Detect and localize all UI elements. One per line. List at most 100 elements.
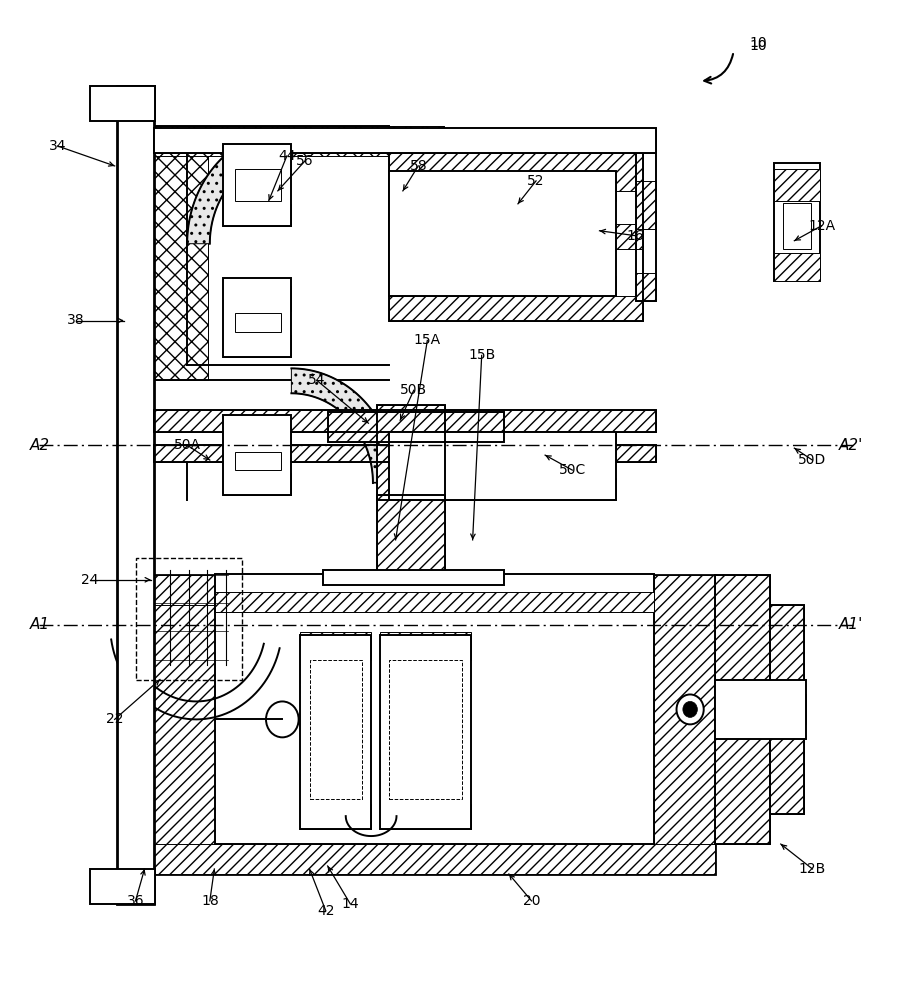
Bar: [301, 635, 371, 829]
Text: 12A: 12A: [808, 219, 835, 233]
Text: 38: 38: [67, 314, 85, 328]
Bar: [154, 445, 655, 462]
Bar: [224, 278, 292, 357]
Bar: [215, 592, 654, 612]
Circle shape: [266, 701, 299, 737]
Bar: [654, 575, 715, 874]
Text: 18: 18: [201, 894, 219, 908]
Text: 58: 58: [409, 159, 427, 173]
Bar: [380, 635, 471, 829]
Bar: [154, 844, 715, 874]
Text: 15B: 15B: [468, 348, 495, 362]
Bar: [389, 478, 615, 500]
Bar: [224, 204, 292, 226]
Bar: [774, 253, 820, 281]
Bar: [224, 473, 292, 495]
Text: 56: 56: [296, 154, 314, 168]
Bar: [389, 153, 643, 191]
Text: 44: 44: [278, 149, 295, 163]
Bar: [224, 144, 292, 226]
Bar: [154, 126, 208, 380]
Bar: [389, 276, 615, 296]
Bar: [377, 405, 445, 500]
Bar: [301, 632, 371, 660]
Bar: [770, 605, 804, 814]
Bar: [154, 445, 655, 462]
Text: 10: 10: [749, 39, 767, 53]
Bar: [784, 203, 811, 249]
Bar: [224, 144, 292, 171]
Bar: [635, 181, 655, 229]
Text: 54: 54: [308, 373, 325, 387]
Bar: [323, 577, 504, 585]
Bar: [117, 86, 154, 904]
Text: 24: 24: [82, 573, 99, 587]
Text: 12B: 12B: [799, 862, 826, 876]
Bar: [154, 410, 655, 432]
Bar: [377, 495, 445, 580]
Text: 22: 22: [106, 712, 124, 726]
Bar: [154, 575, 715, 874]
Bar: [380, 632, 471, 660]
Polygon shape: [187, 129, 292, 244]
Bar: [715, 575, 770, 844]
Bar: [715, 694, 806, 724]
Bar: [215, 605, 654, 844]
Bar: [377, 405, 445, 500]
Text: 50A: 50A: [174, 438, 201, 452]
Bar: [389, 179, 615, 201]
Bar: [327, 412, 504, 442]
Bar: [389, 126, 444, 211]
Text: A2': A2': [839, 438, 864, 453]
Bar: [224, 415, 292, 495]
Bar: [327, 412, 504, 442]
Bar: [774, 169, 820, 201]
Bar: [301, 804, 371, 829]
Text: 52: 52: [527, 174, 544, 188]
Text: 50B: 50B: [400, 383, 427, 397]
Text: 50C: 50C: [559, 463, 586, 477]
Bar: [389, 224, 643, 249]
Bar: [377, 495, 445, 580]
Bar: [389, 432, 615, 500]
Bar: [715, 680, 806, 739]
Circle shape: [683, 701, 697, 717]
Bar: [635, 153, 655, 301]
Text: 36: 36: [126, 894, 145, 908]
Bar: [224, 286, 292, 311]
Bar: [715, 575, 770, 844]
Text: 14: 14: [342, 897, 359, 911]
Bar: [154, 126, 444, 156]
Bar: [90, 869, 155, 904]
Text: 20: 20: [523, 894, 540, 908]
Bar: [135, 558, 243, 680]
Polygon shape: [292, 368, 395, 483]
Bar: [389, 171, 615, 296]
Bar: [154, 128, 655, 153]
Text: 15A: 15A: [414, 333, 441, 347]
Bar: [224, 427, 292, 452]
Bar: [380, 804, 471, 829]
Text: A2: A2: [29, 438, 49, 453]
Text: 50D: 50D: [798, 453, 826, 467]
Bar: [215, 574, 654, 612]
Bar: [224, 335, 292, 357]
Bar: [389, 296, 643, 320]
Bar: [323, 570, 504, 585]
Text: 34: 34: [49, 139, 66, 153]
Bar: [235, 452, 281, 470]
Bar: [389, 660, 462, 799]
Bar: [90, 86, 155, 121]
Bar: [154, 128, 655, 153]
Bar: [235, 313, 281, 332]
Bar: [389, 146, 643, 320]
Bar: [309, 660, 362, 799]
Bar: [774, 163, 820, 281]
Text: A1: A1: [29, 617, 49, 632]
Circle shape: [676, 694, 704, 724]
Text: 10: 10: [749, 36, 767, 50]
Bar: [154, 575, 715, 605]
Bar: [154, 410, 655, 432]
Text: 16: 16: [627, 229, 644, 243]
Bar: [635, 273, 655, 301]
